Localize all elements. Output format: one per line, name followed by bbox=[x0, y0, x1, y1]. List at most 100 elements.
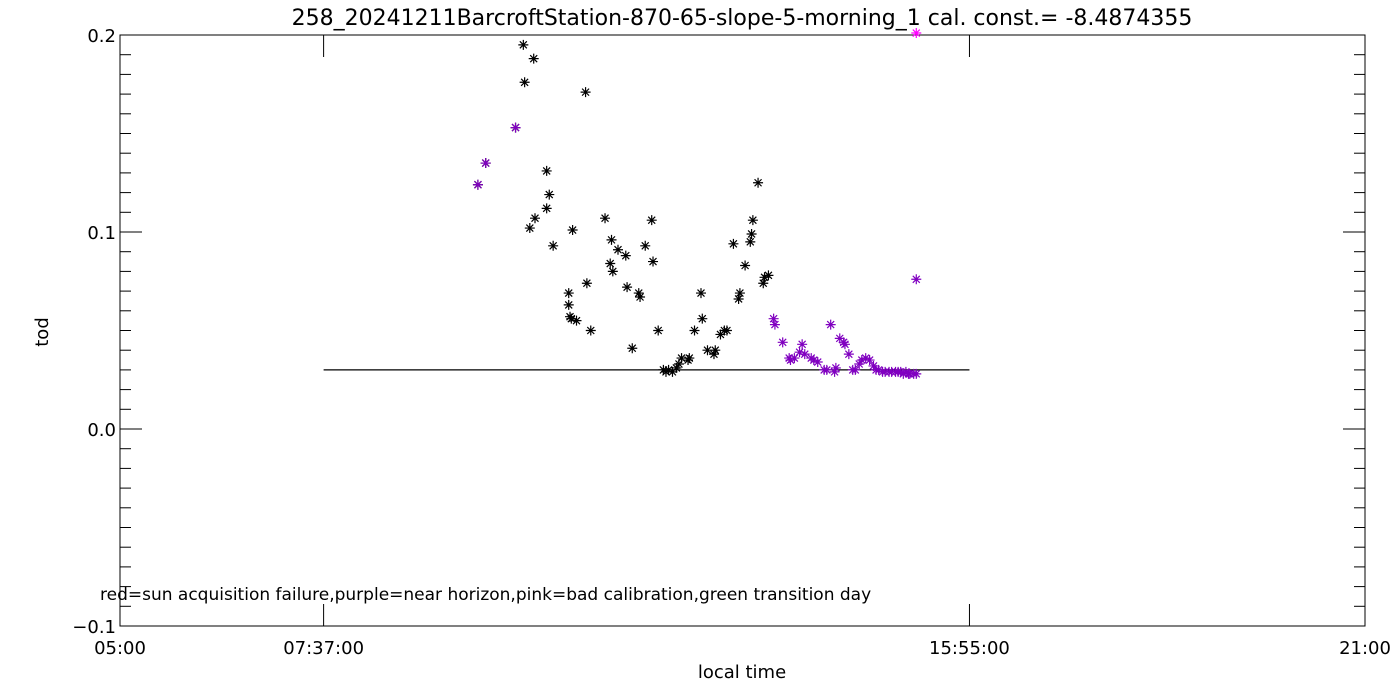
y-tick-label: 0.2 bbox=[87, 26, 116, 47]
data-point bbox=[789, 353, 800, 364]
data-point bbox=[745, 236, 756, 247]
data-point bbox=[622, 282, 633, 293]
data-point bbox=[667, 366, 678, 377]
data-point bbox=[519, 77, 530, 88]
data-point bbox=[581, 278, 592, 289]
data-point bbox=[856, 355, 867, 366]
data-point bbox=[758, 278, 769, 289]
x-tick-label: 05:00 bbox=[94, 638, 146, 659]
y-tick-label: 0.1 bbox=[87, 223, 116, 244]
data-point bbox=[606, 234, 617, 245]
data-point bbox=[697, 313, 708, 324]
data-point bbox=[785, 355, 796, 366]
data-point bbox=[911, 368, 922, 379]
data-point bbox=[794, 347, 805, 358]
data-point bbox=[518, 39, 529, 50]
data-point bbox=[563, 299, 574, 310]
data-point bbox=[777, 337, 788, 348]
x-tick-label: 07:37:00 bbox=[283, 638, 364, 659]
data-point bbox=[728, 238, 739, 249]
x-tick-label: 21:00 bbox=[1339, 638, 1391, 659]
data-point bbox=[799, 349, 810, 360]
data-point bbox=[747, 215, 758, 226]
data-point bbox=[585, 325, 596, 336]
data-point bbox=[640, 240, 651, 251]
data-point bbox=[566, 313, 577, 324]
plot-frame bbox=[119, 34, 1366, 627]
data-point bbox=[873, 364, 884, 375]
data-point bbox=[541, 165, 552, 176]
data-point bbox=[530, 213, 540, 224]
data-point bbox=[696, 288, 706, 299]
data-point bbox=[830, 362, 841, 373]
data-point bbox=[850, 364, 861, 375]
data-point bbox=[821, 364, 832, 375]
legend-note: red=sun acquisition failure,purple=near … bbox=[100, 585, 871, 605]
x-tick-label: 15:55:00 bbox=[929, 638, 1010, 659]
data-point bbox=[708, 349, 719, 360]
data-point bbox=[607, 266, 618, 277]
data-point bbox=[797, 339, 808, 350]
y-axis-label: tod bbox=[32, 317, 53, 347]
data-point bbox=[541, 203, 552, 214]
data-point bbox=[548, 240, 559, 251]
data-point bbox=[633, 288, 644, 299]
data-point bbox=[472, 179, 483, 190]
data-point bbox=[600, 213, 611, 224]
data-point bbox=[911, 28, 922, 39]
data-point bbox=[733, 293, 744, 304]
data-point bbox=[684, 353, 695, 364]
data-point bbox=[524, 223, 535, 234]
data-point bbox=[768, 313, 779, 324]
data-point bbox=[769, 319, 780, 330]
data-point bbox=[563, 288, 574, 299]
data-points bbox=[472, 28, 922, 379]
data-point bbox=[710, 345, 721, 356]
data-point bbox=[808, 355, 819, 366]
data-point bbox=[854, 358, 865, 369]
data-point bbox=[702, 345, 713, 356]
data-point bbox=[834, 333, 845, 344]
data-point bbox=[528, 53, 539, 64]
data-point bbox=[740, 260, 751, 271]
data-point bbox=[646, 215, 657, 226]
data-point bbox=[734, 288, 745, 299]
data-point bbox=[843, 349, 854, 360]
data-point bbox=[676, 353, 687, 364]
data-point bbox=[663, 364, 674, 375]
data-point bbox=[689, 325, 700, 336]
data-point bbox=[746, 228, 757, 239]
data-point bbox=[812, 357, 823, 368]
x-axis-label: local time bbox=[698, 662, 786, 683]
chart-title: 258_20241211BarcroftStation-870-65-slope… bbox=[292, 6, 1193, 31]
data-point bbox=[605, 258, 616, 269]
plot-axes: 0.2 0.1 0.0 −0.105:00 07:37:00 15:55:00 21:00 bbox=[72, 26, 1391, 659]
data-point bbox=[721, 325, 732, 336]
data-point bbox=[839, 339, 850, 350]
data-point bbox=[829, 366, 840, 377]
data-point bbox=[627, 343, 638, 354]
y-tick-label: 0.0 bbox=[87, 420, 116, 441]
data-point bbox=[620, 250, 631, 261]
y-tick-label: −0.1 bbox=[72, 617, 116, 638]
data-point bbox=[635, 292, 646, 303]
data-point bbox=[825, 319, 836, 330]
data-point bbox=[763, 270, 774, 281]
data-point bbox=[864, 355, 875, 366]
data-point bbox=[510, 122, 521, 133]
data-point bbox=[715, 329, 726, 340]
data-point bbox=[613, 244, 623, 255]
data-point bbox=[673, 358, 684, 369]
data-point bbox=[480, 158, 491, 169]
data-point bbox=[911, 274, 922, 285]
data-point bbox=[544, 189, 555, 200]
data-point bbox=[759, 272, 770, 283]
data-point bbox=[671, 362, 682, 373]
data-point bbox=[648, 256, 659, 267]
data-point bbox=[580, 87, 591, 98]
data-point bbox=[860, 353, 871, 364]
data-point bbox=[567, 225, 578, 236]
data-point bbox=[868, 360, 879, 371]
data-point bbox=[653, 325, 664, 336]
